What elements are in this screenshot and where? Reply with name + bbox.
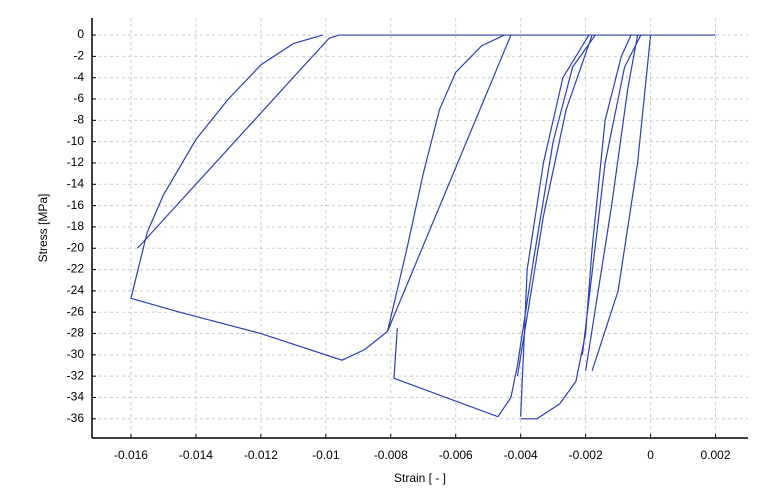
y-tick-label: -2 bbox=[73, 49, 84, 63]
x-tick-label: -0.004 bbox=[504, 448, 538, 462]
y-tick-label: -34 bbox=[67, 390, 85, 404]
x-tick-label: -0.01 bbox=[312, 448, 340, 462]
y-tick-label: -26 bbox=[67, 304, 85, 318]
y-tick-label: -32 bbox=[67, 368, 85, 382]
y-tick-label: -18 bbox=[67, 219, 85, 233]
y-tick-label: -36 bbox=[67, 411, 85, 425]
x-tick-label: -0.012 bbox=[244, 448, 278, 462]
stress-strain-line bbox=[130, 34, 716, 420]
x-tick-label: 0 bbox=[647, 448, 654, 462]
y-tick-label: -16 bbox=[67, 198, 85, 212]
y-tick-label: -14 bbox=[67, 176, 85, 190]
y-axis-label: Stress [MPa] bbox=[36, 194, 50, 263]
x-tick-label: -0.002 bbox=[569, 448, 603, 462]
x-tick-label: -0.016 bbox=[114, 448, 148, 462]
x-tick-label: 0.002 bbox=[701, 448, 731, 462]
y-tick-label: -22 bbox=[67, 262, 85, 276]
y-tick-label: -24 bbox=[67, 283, 85, 297]
x-tick-label: -0.014 bbox=[179, 448, 213, 462]
y-tick-label: -8 bbox=[73, 113, 84, 127]
x-tick-label: -0.008 bbox=[374, 448, 408, 462]
x-tick-label: -0.006 bbox=[439, 448, 473, 462]
y-tick-label: -4 bbox=[73, 70, 84, 84]
y-tick-label: -28 bbox=[67, 326, 85, 340]
y-tick-label: -12 bbox=[67, 155, 85, 169]
y-tick-label: -10 bbox=[67, 134, 85, 148]
x-axis-label: Strain [ - ] bbox=[394, 471, 446, 485]
y-tick-label: -20 bbox=[67, 240, 85, 254]
y-tick-label: 0 bbox=[77, 27, 84, 41]
y-tick-label: -30 bbox=[67, 347, 85, 361]
y-tick-label: -6 bbox=[73, 91, 84, 105]
